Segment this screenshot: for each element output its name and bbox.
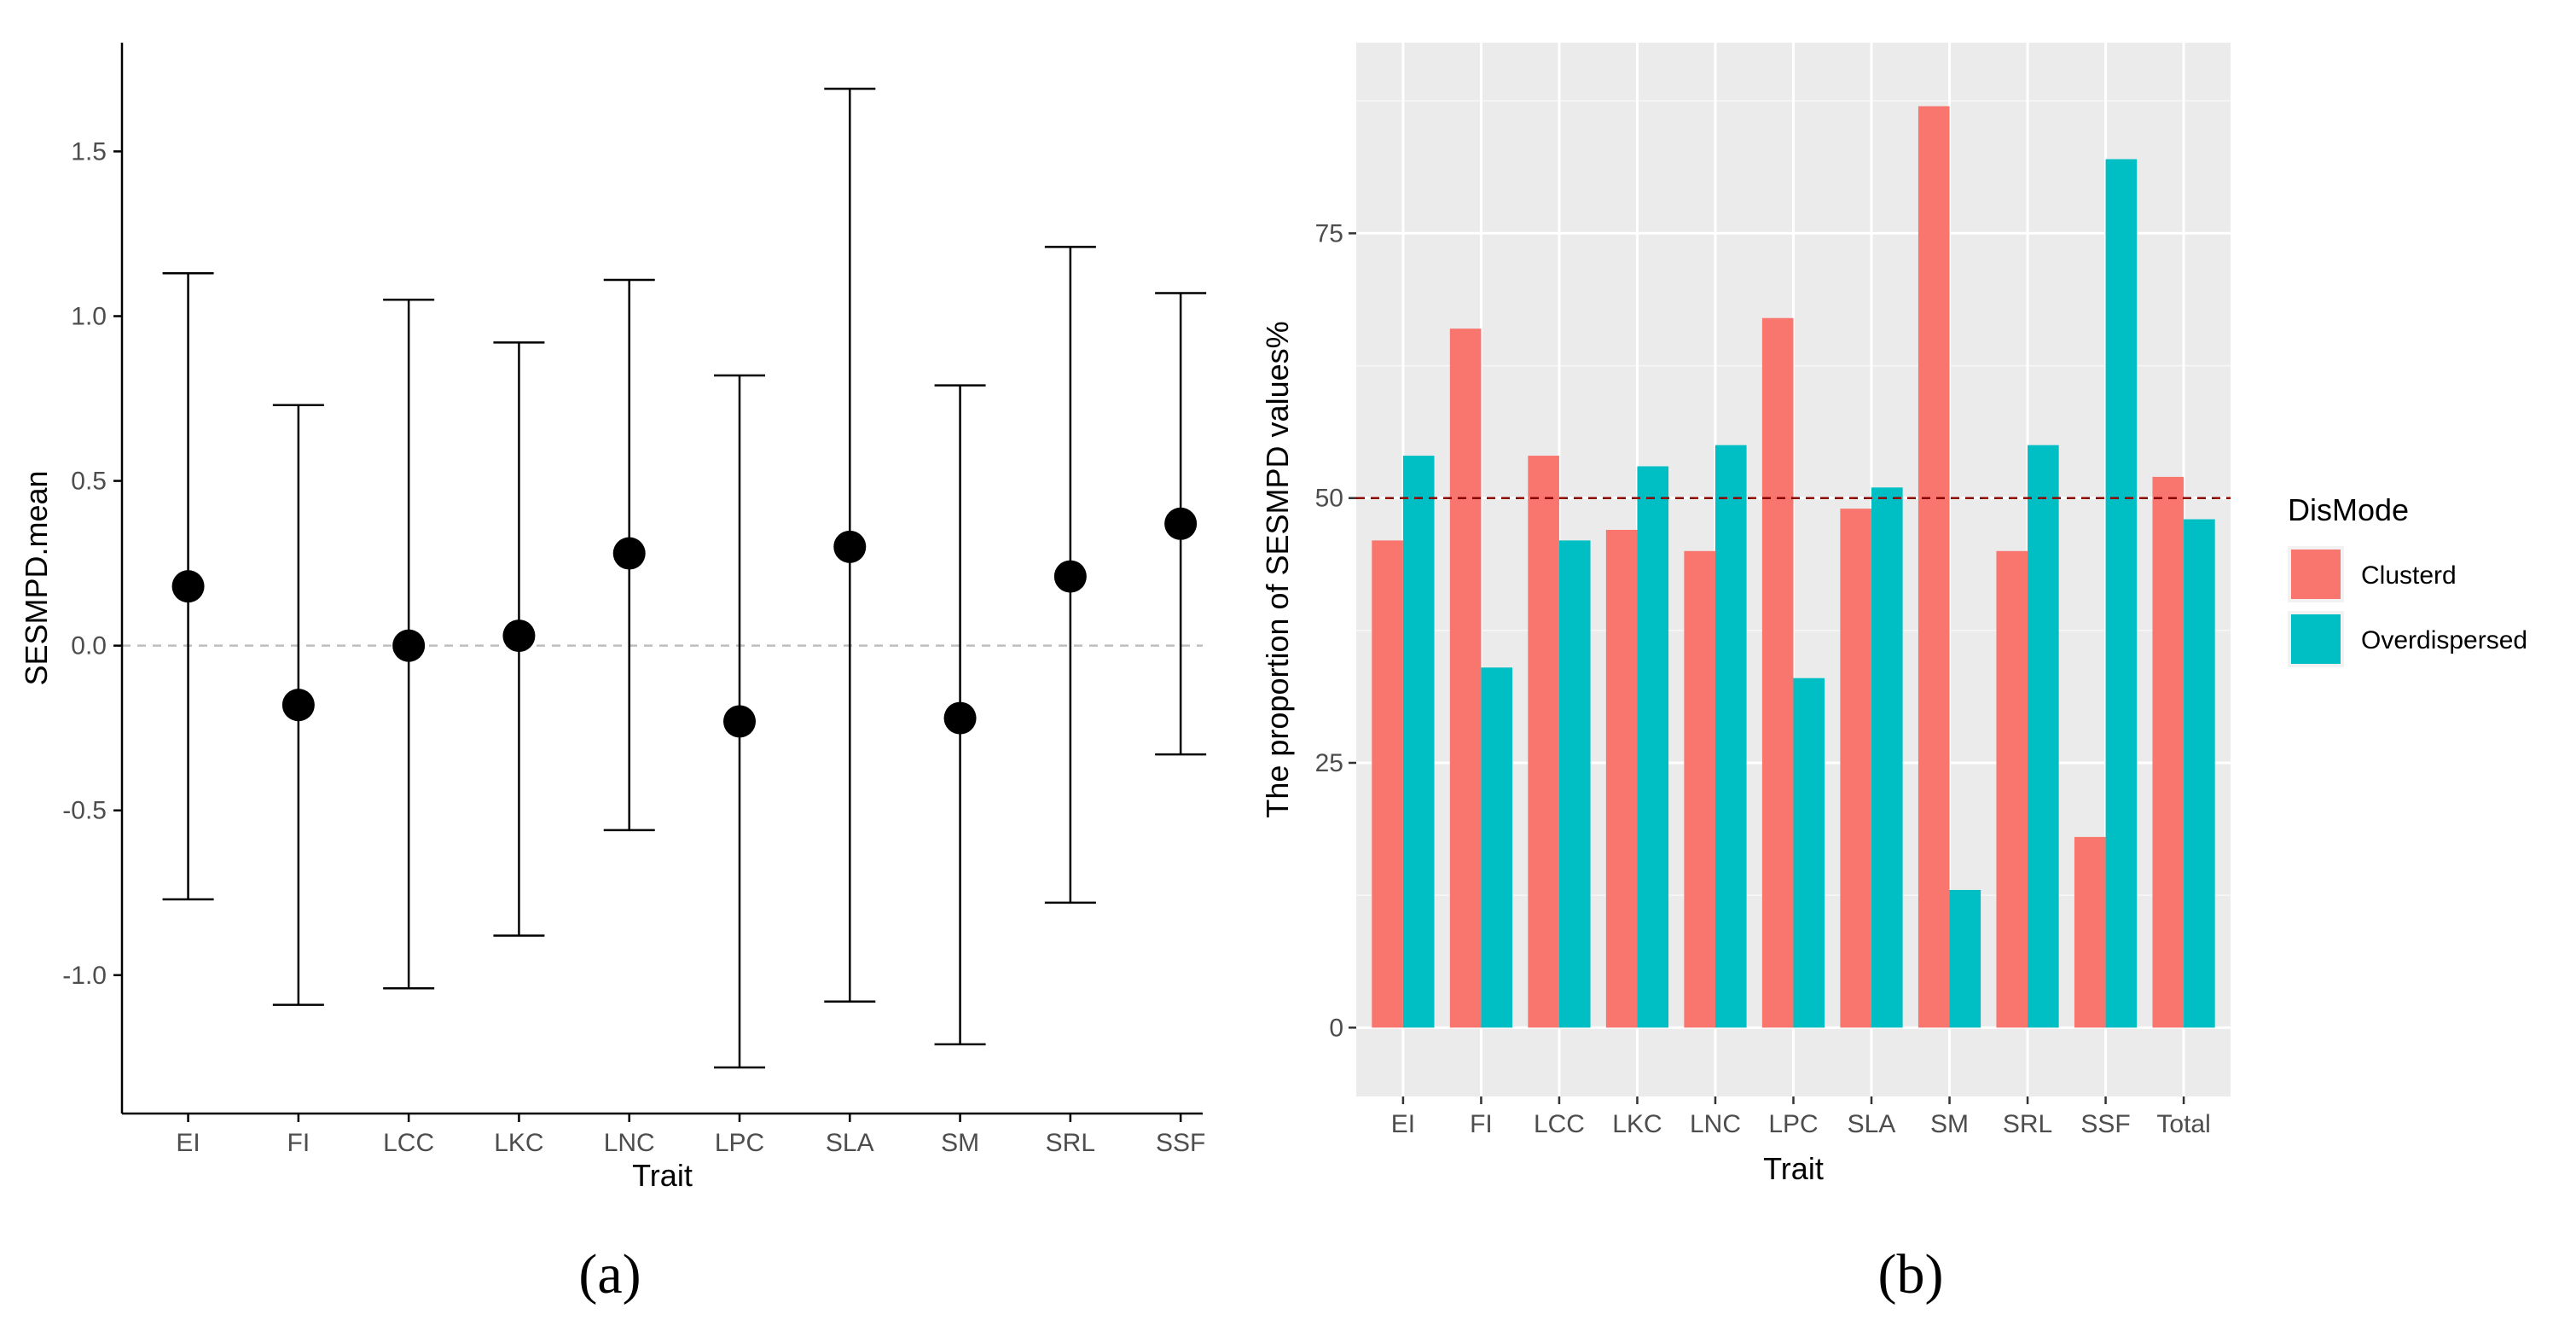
errorbar-sm (934, 384, 986, 1046)
panel-b-x-tick-label: Total (2156, 1110, 2210, 1138)
mean-point-lnc (612, 537, 646, 570)
panel-b-legend: DisMode Clusterd Overdispersed (2288, 492, 2527, 667)
errorbar-sla (824, 87, 876, 1003)
legend-title: DisMode (2288, 492, 2409, 527)
bar-overdispersed-sm (1949, 889, 1981, 1028)
errorbar-lkc (493, 341, 545, 937)
legend-key-clusterd (2291, 550, 2341, 599)
panel-b-y-tick-label: 50 (1315, 485, 1343, 513)
bar-overdispersed-lkc (1637, 466, 1669, 1028)
panel-a-x-tick-label: SM (941, 1129, 979, 1157)
panel-b-x-tick-label: FI (1470, 1110, 1493, 1138)
mean-point-ssf (1164, 507, 1198, 540)
panel-b-y-tick-label: 75 (1315, 219, 1343, 247)
panel-b-x-tick-label: LPC (1768, 1110, 1818, 1138)
panel-a-x-tick-label: LNC (604, 1129, 655, 1157)
bar-overdispersed-total (2184, 519, 2215, 1028)
panel-b-y-axis-title: The proportion of SESMPD values% (1260, 321, 1295, 817)
panel-b-x-tick-label: SSF (2080, 1110, 2130, 1138)
mean-point-lkc (502, 619, 536, 653)
panel-b-bar-chart: 0 25 50 75 EI FI LCC LKC LNC LPC SLA SM SRL SSF Total… (1260, 43, 2527, 1306)
panel-b-y-ticks: 0 25 50 75 (1315, 219, 1356, 1042)
panel-a-x-tick-label: SLA (826, 1129, 874, 1157)
bar-clusterd-srl (1996, 550, 2028, 1028)
bar-clusterd-sm (1917, 106, 1950, 1028)
panel-a-y-ticks: -1.0 -0.5 0.0 0.5 1.0 1.5 (62, 137, 122, 990)
panel-b-x-tick-label: SM (1930, 1110, 1969, 1138)
panel-a-x-axis-title: Trait (632, 1158, 693, 1193)
panel-a-y-tick-label: 0.5 (71, 468, 107, 496)
panel-b-x-ticks: EI FI LCC LKC LNC LPC SLA SM SRL SSF Total (1391, 1096, 2211, 1138)
panel-b-x-tick-label: EI (1391, 1110, 1415, 1138)
mean-point-lcc (392, 629, 426, 662)
mean-point-ei (171, 570, 205, 603)
errorbar-lcc (383, 298, 435, 990)
legend-key-overdispersed (2291, 614, 2341, 664)
panel-a-x-ticks: EI FI LCC LKC LNC LPC SLA SM SRL SSF (176, 1114, 1205, 1157)
panel-a-y-axis-title: SESMPD.mean (19, 470, 54, 685)
panel-a-x-tick-label: LKC (494, 1129, 543, 1157)
panel-a-x-tick-label: FI (287, 1129, 310, 1157)
panel-b-x-tick-label: SRL (2003, 1110, 2052, 1138)
panel-b-y-tick-label: 25 (1315, 749, 1343, 777)
panel-b-x-tick-label: LKC (1612, 1110, 1662, 1138)
panel-b-x-tick-label: LNC (1690, 1110, 1741, 1138)
panel-a-x-tick-label: SRL (1046, 1129, 1095, 1157)
panel-a-x-tick-label: SSF (1156, 1129, 1205, 1157)
mean-point-fi (281, 689, 315, 722)
panel-b-x-tick-label: LCC (1534, 1110, 1585, 1138)
bar-overdispersed-srl (2028, 445, 2059, 1028)
errorbar-lnc (603, 278, 655, 832)
bar-overdispersed-lpc (1793, 678, 1825, 1028)
errorbar-lpc (714, 374, 765, 1069)
bar-clusterd-lkc (1605, 529, 1638, 1028)
bar-clusterd-fi (1449, 329, 1482, 1028)
panel-a-y-tick-label: -1.0 (62, 962, 107, 990)
panel-a-y-tick-label: 1.5 (71, 137, 107, 166)
bar-clusterd-lpc (1761, 317, 1794, 1028)
mean-point-sm (943, 701, 977, 735)
bar-overdispersed-ei (1402, 456, 1435, 1028)
bar-overdispersed-lcc (1558, 540, 1591, 1028)
panel-a-x-tick-label: EI (176, 1129, 200, 1157)
panel-a-y-tick-label: 1.0 (71, 303, 107, 331)
panel-b-bars (1372, 106, 2215, 1028)
bar-clusterd-total (2152, 476, 2184, 1028)
errorbar-srl (1044, 246, 1096, 904)
bar-overdispersed-lnc (1714, 445, 1747, 1028)
mean-point-sla (833, 530, 867, 563)
bar-clusterd-ssf (2074, 836, 2106, 1028)
panel-a-label: (a) (578, 1243, 641, 1306)
panel-a-marks (122, 87, 1207, 1069)
bar-overdispersed-fi (1481, 667, 1513, 1028)
bar-overdispersed-sla (1871, 487, 1903, 1028)
errorbar-fi (272, 404, 324, 1006)
legend-label-clusterd: Clusterd (2361, 561, 2457, 590)
bar-clusterd-ei (1372, 540, 1403, 1028)
panel-a-y-tick-label: -0.5 (62, 797, 107, 825)
legend-label-overdispersed: Overdispersed (2361, 626, 2527, 654)
panel-b-y-tick-label: 0 (1329, 1014, 1343, 1042)
mean-point-lpc (723, 705, 756, 738)
panel-a-x-tick-label: LPC (715, 1129, 764, 1157)
panel-a-x-tick-label: LCC (383, 1129, 434, 1157)
errorbar-ei (162, 272, 214, 901)
bar-clusterd-sla (1840, 509, 1872, 1028)
panel-b-x-tick-label: SLA (1848, 1110, 1896, 1138)
errorbar-ssf (1155, 292, 1207, 756)
bar-overdispersed-ssf (2105, 159, 2138, 1028)
bar-clusterd-lcc (1528, 456, 1559, 1028)
panel-b-x-axis-title: Trait (1763, 1151, 1824, 1186)
panel-a-y-tick-label: 0.0 (71, 632, 107, 660)
panel-a-errorbar-chart: -1.0 -0.5 0.0 0.5 1.0 1.5 EI FI LCC LKC LNC LPC SLA… (19, 43, 1207, 1306)
panel-b-label: (b) (1878, 1243, 1944, 1306)
mean-point-srl (1053, 560, 1087, 593)
bar-clusterd-lnc (1684, 550, 1715, 1028)
